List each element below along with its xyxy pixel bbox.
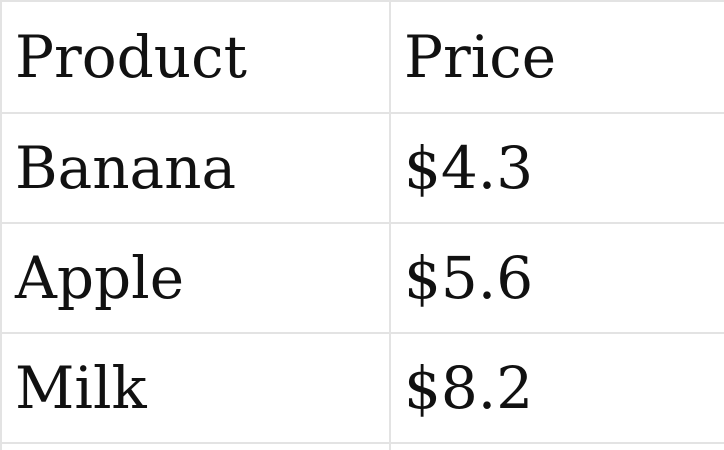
price-cell: $8.2 (389, 332, 724, 444)
table-row: Banana $4.3 (0, 112, 724, 224)
product-cell: Banana (0, 112, 391, 224)
column-header-price: Price (389, 0, 724, 114)
price-cell: $5.6 (389, 222, 724, 334)
price-cell: $4.3 (389, 112, 724, 224)
table-row: Milk $8.2 (0, 332, 724, 444)
product-cell: Apple (0, 222, 391, 334)
empty-cell (0, 442, 391, 450)
table-row: Apple $5.6 (0, 222, 724, 334)
column-header-product: Product (0, 0, 391, 114)
table-row-empty (0, 442, 724, 450)
table-header-row: Product Price (0, 0, 724, 114)
empty-cell (389, 442, 724, 450)
product-cell: Milk (0, 332, 391, 444)
